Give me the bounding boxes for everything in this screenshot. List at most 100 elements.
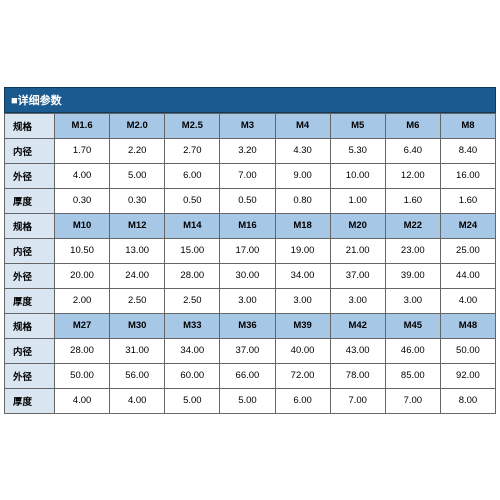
value-cell: 25.00 [440,238,495,263]
value-cell: 50.00 [55,363,110,388]
row-label: 厚度 [5,188,55,213]
data-row: 厚度2.002.502.503.003.003.003.004.00 [5,288,496,313]
param-table: 规格M1.6M2.0M2.5M3M4M5M6M8内径1.702.202.703.… [4,113,496,414]
value-cell: 66.00 [220,363,275,388]
value-cell: 10.50 [55,238,110,263]
value-cell: 44.00 [440,263,495,288]
data-row: 外径50.0056.0060.0066.0072.0078.0085.0092.… [5,363,496,388]
value-cell: 31.00 [110,338,165,363]
data-row: 外径4.005.006.007.009.0010.0012.0016.00 [5,163,496,188]
data-row: 内径1.702.202.703.204.305.306.408.40 [5,138,496,163]
value-cell: 0.80 [275,188,330,213]
spec-cell: M10 [55,213,110,238]
data-row: 厚度0.300.300.500.500.801.001.601.60 [5,188,496,213]
value-cell: 13.00 [110,238,165,263]
value-cell: 21.00 [330,238,385,263]
spec-cell: M5 [330,113,385,138]
spec-cell: M4 [275,113,330,138]
value-cell: 4.00 [55,163,110,188]
data-row: 厚度4.004.005.005.006.007.007.008.00 [5,388,496,413]
value-cell: 7.00 [220,163,275,188]
value-cell: 78.00 [330,363,385,388]
value-cell: 60.00 [165,363,220,388]
value-cell: 9.00 [275,163,330,188]
spec-cell: M39 [275,313,330,338]
value-cell: 3.00 [275,288,330,313]
value-cell: 50.00 [440,338,495,363]
value-cell: 2.50 [165,288,220,313]
value-cell: 8.40 [440,138,495,163]
spec-row: 规格M1.6M2.0M2.5M3M4M5M6M8 [5,113,496,138]
data-row: 内径28.0031.0034.0037.0040.0043.0046.0050.… [5,338,496,363]
value-cell: 56.00 [110,363,165,388]
spec-cell: M45 [385,313,440,338]
value-cell: 30.00 [220,263,275,288]
row-label: 规格 [5,313,55,338]
value-cell: 20.00 [55,263,110,288]
value-cell: 5.30 [330,138,385,163]
value-cell: 39.00 [385,263,440,288]
value-cell: 2.20 [110,138,165,163]
spec-cell: M20 [330,213,385,238]
value-cell: 4.00 [110,388,165,413]
value-cell: 1.60 [385,188,440,213]
data-row: 外径20.0024.0028.0030.0034.0037.0039.0044.… [5,263,496,288]
value-cell: 37.00 [330,263,385,288]
spec-cell: M33 [165,313,220,338]
value-cell: 1.70 [55,138,110,163]
value-cell: 28.00 [165,263,220,288]
value-cell: 85.00 [385,363,440,388]
value-cell: 5.00 [165,388,220,413]
row-label: 外径 [5,163,55,188]
value-cell: 19.00 [275,238,330,263]
value-cell: 4.00 [440,288,495,313]
spec-cell: M22 [385,213,440,238]
value-cell: 7.00 [385,388,440,413]
value-cell: 92.00 [440,363,495,388]
value-cell: 2.70 [165,138,220,163]
value-cell: 3.00 [385,288,440,313]
value-cell: 0.30 [110,188,165,213]
value-cell: 1.00 [330,188,385,213]
value-cell: 17.00 [220,238,275,263]
row-label: 外径 [5,363,55,388]
spec-row: 规格M27M30M33M36M39M42M45M48 [5,313,496,338]
spec-cell: M1.6 [55,113,110,138]
spec-cell: M2.0 [110,113,165,138]
row-label: 内径 [5,338,55,363]
row-label: 内径 [5,238,55,263]
spec-cell: M18 [275,213,330,238]
spec-cell: M36 [220,313,275,338]
value-cell: 0.50 [220,188,275,213]
value-cell: 34.00 [165,338,220,363]
value-cell: 5.00 [110,163,165,188]
value-cell: 4.30 [275,138,330,163]
value-cell: 37.00 [220,338,275,363]
spec-cell: M30 [110,313,165,338]
value-cell: 10.00 [330,163,385,188]
spec-cell: M2.5 [165,113,220,138]
value-cell: 24.00 [110,263,165,288]
value-cell: 3.00 [220,288,275,313]
data-row: 内径10.5013.0015.0017.0019.0021.0023.0025.… [5,238,496,263]
spec-cell: M42 [330,313,385,338]
value-cell: 23.00 [385,238,440,263]
spec-cell: M16 [220,213,275,238]
value-cell: 16.00 [440,163,495,188]
value-cell: 28.00 [55,338,110,363]
value-cell: 4.00 [55,388,110,413]
value-cell: 1.60 [440,188,495,213]
value-cell: 3.00 [330,288,385,313]
spec-cell: M8 [440,113,495,138]
value-cell: 72.00 [275,363,330,388]
value-cell: 34.00 [275,263,330,288]
value-cell: 2.00 [55,288,110,313]
spec-cell: M3 [220,113,275,138]
value-cell: 6.40 [385,138,440,163]
value-cell: 6.00 [275,388,330,413]
value-cell: 5.00 [220,388,275,413]
spec-cell: M14 [165,213,220,238]
value-cell: 2.50 [110,288,165,313]
row-label: 外径 [5,263,55,288]
row-label: 规格 [5,213,55,238]
